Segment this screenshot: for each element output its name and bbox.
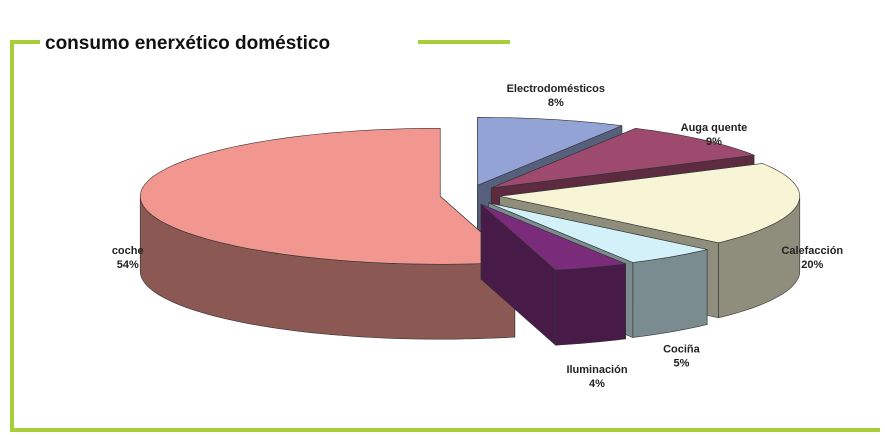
slice-label: Cociña <box>663 343 701 355</box>
slice-label: Auga quente <box>681 122 748 134</box>
chart: consumo enerxético doméstico Electrodomé… <box>0 0 885 435</box>
slice-label: coche <box>112 245 144 257</box>
chart-title: consumo enerxético doméstico <box>45 33 330 54</box>
slice-label: Iluminación <box>566 364 627 376</box>
slice-value-label: 5% <box>673 357 689 369</box>
slice-label: Electrodomésticos <box>507 83 605 95</box>
slice-value-label: 54% <box>117 259 139 271</box>
slice-value-label: 4% <box>589 378 605 390</box>
slice-wall <box>556 264 626 345</box>
slice-value-label: 8% <box>548 97 564 109</box>
slice-label: Calefacción <box>781 245 843 257</box>
slice-value-label: 20% <box>801 259 823 271</box>
slice-value-label: 9% <box>706 136 722 148</box>
slice-wall <box>633 250 707 338</box>
